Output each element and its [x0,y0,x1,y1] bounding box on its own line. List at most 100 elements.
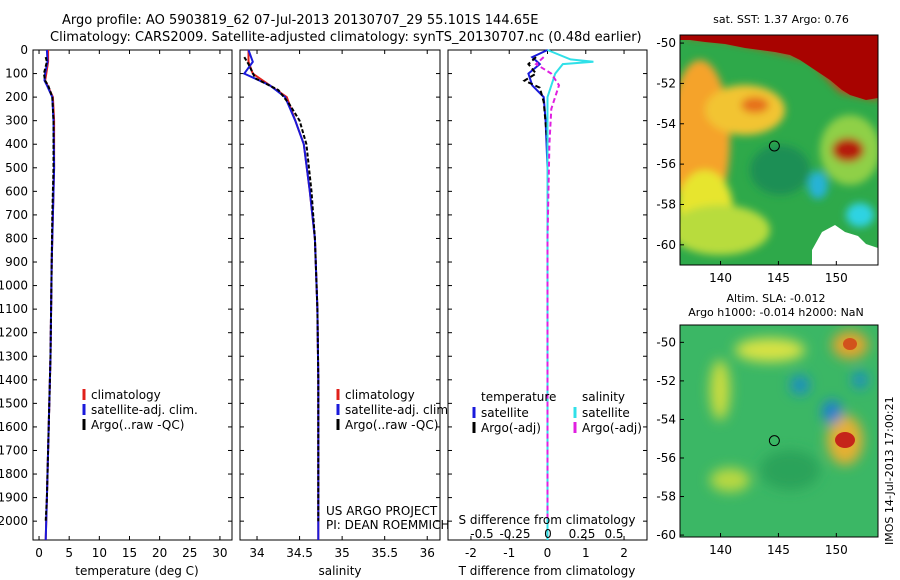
sla-map-title-1: Altim. SLA: -0.012 [726,292,825,305]
map-y-tick-label: -60 [656,528,676,542]
salinity-panel: 34 34.5 35 35.5 36 climatologysatellite-adj. … [239,49,452,560]
y-tick-label: 1600 [0,420,28,434]
x-tick-label: 34.5 [286,546,313,560]
map-x-tick-label: 150 [825,271,848,285]
x-tick-label: -1 [503,546,515,560]
map-y-tick-label: -56 [656,451,676,465]
map-x-tick-label: 150 [825,543,848,557]
map-x-tick-label: 140 [709,543,732,557]
salinity-xlabel: salinity [318,564,361,578]
s-diff-tick-label: 0 [544,527,552,541]
legend-label: Argo(-adj) [481,421,541,435]
y-tick-label: 400 [5,137,28,151]
s-diff-tick-label: -0.5 [470,527,493,541]
s-diff-tick-label: -0.25 [499,527,530,541]
legend-title-temperature: temperature [481,390,556,404]
series-line-argo-raw-qc- [243,56,320,522]
temperature-xlabel: temperature (deg C) [75,564,198,578]
sst-warm-region [680,35,878,100]
pi-label: PI: DEAN ROEMMICH [326,518,449,532]
title-line-1: Argo profile: AO 5903819_62 07-Jul-2013 … [62,13,539,28]
sla-map-title-2: Argo h1000: -0.014 h2000: NaN [688,306,864,319]
y-tick-label: 100 [5,67,28,81]
x-tick-label: 30 [212,546,227,560]
plot-frame [239,49,441,541]
x-tick-label: 36 [420,546,435,560]
legend-title-salinity: salinity [582,390,625,404]
series-line-s-satellite [546,49,594,540]
legend-label: Argo(..raw -QC) [91,418,184,432]
imos-timestamp: IMOS 14-Jul-2013 17:00:21 [883,396,896,545]
x-tick-label: 0 [544,546,552,560]
s-diff-tick-label: 0.25 [569,527,596,541]
y-tick-label: 600 [5,184,28,198]
x-tick-label: 15 [122,546,137,560]
legend-label: satellite-adj. clim. [345,403,452,417]
x-tick-label: 35.5 [371,546,398,560]
y-tick-label: 1100 [0,302,28,316]
x-tick-label: 1 [582,546,590,560]
map-x-tick-label: 140 [709,271,732,285]
temperature-panel: 0 5 10 15 20 25 300100200300400500600700800900… [0,43,233,560]
y-tick-label: 1300 [0,349,28,363]
map-y-tick-label: -58 [656,490,676,504]
y-tick-label: 300 [5,114,28,128]
y-tick-label: 700 [5,208,28,222]
y-tick-label: 1200 [0,326,28,340]
difference-top-label: S difference from climatology [459,513,636,527]
x-tick-label: 34 [249,546,264,560]
legend-label: Argo(-adj) [582,421,642,435]
map-y-tick-label: -54 [656,117,676,131]
sla-argo-location-marker [768,435,780,447]
legend-label: satellite [582,406,630,420]
x-tick-label: 5 [65,546,73,560]
map-y-tick-label: -50 [656,36,676,50]
y-tick-label: 2000 [0,514,28,528]
legend-label: Argo(..raw -QC) [345,418,438,432]
legend-label: climatology [345,388,415,402]
legend-label: satellite-adj. clim. [91,403,198,417]
y-tick-label: 200 [5,90,28,104]
map-y-tick-label: -54 [656,412,676,426]
x-tick-label: 0 [35,546,43,560]
x-tick-label: 20 [152,546,167,560]
y-tick-label: 800 [5,231,28,245]
legend-label: climatology [91,388,161,402]
x-tick-label: -2 [465,546,477,560]
sla-warm-eddy [835,432,855,448]
sst-argo-location-marker [768,140,780,152]
sst-map-title: sat. SST: 1.37 Argo: 0.76 [713,13,849,26]
difference-xlabel: T difference from climatology [458,564,636,578]
map-x-tick-label: 145 [767,543,790,557]
legend-label: satellite [481,406,529,420]
y-tick-label: 0 [20,43,28,57]
y-tick-label: 1400 [0,373,28,387]
plot-frame [32,49,233,541]
map-y-tick-label: -56 [656,157,676,171]
title-line-2: Climatology: CARS2009. Satellite-adjuste… [50,30,642,45]
argo-project-label: US ARGO PROJECT [326,504,438,518]
x-tick-label: 35 [334,546,349,560]
series-line-satellite-adj-clim- [242,49,320,540]
map-x-tick-label: 145 [767,271,790,285]
y-tick-label: 1800 [0,467,28,481]
map-y-tick-label: -58 [656,197,676,211]
x-tick-label: 10 [92,546,107,560]
series-line-argo-raw-qc- [42,56,55,522]
map-y-tick-label: -52 [656,374,676,388]
y-tick-label: 1500 [0,396,28,410]
s-diff-tick-label: 0.5 [604,527,623,541]
y-tick-label: 1000 [0,279,28,293]
y-tick-label: 1900 [0,491,28,505]
sst-land-mask [812,225,878,265]
y-tick-label: 900 [5,255,28,269]
map-y-tick-label: -52 [656,76,676,90]
x-tick-label: 25 [182,546,197,560]
x-tick-label: 2 [620,546,628,560]
sla-map: 140 145 150 -50 -52 -54 -56 -58 -60 [656,324,879,557]
series-line-t-argo-adj- [522,56,549,522]
y-tick-label: 1700 [0,443,28,457]
y-tick-label: 500 [5,161,28,175]
